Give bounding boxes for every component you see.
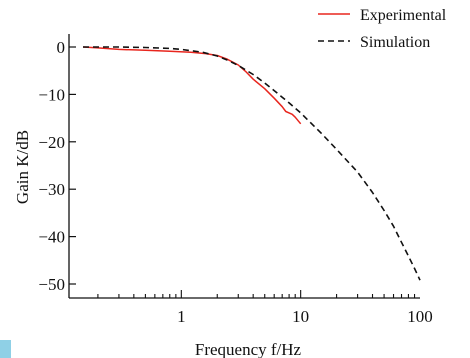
series-group [82, 46, 421, 281]
x-axis-label: Frequency f/Hz [195, 340, 302, 358]
legend-label-experimental: Experimental [360, 7, 447, 24]
series-line-simulation [83, 46, 421, 281]
x-tick-label: 10 [292, 307, 309, 326]
y-tick-label: −20 [38, 133, 65, 152]
y-tick-label: 0 [57, 38, 66, 57]
y-tick-label: −40 [38, 228, 65, 247]
x-tick-label: 100 [407, 307, 433, 326]
legend-label-simulation: Simulation [360, 34, 430, 51]
y-tick-label: −50 [38, 275, 65, 294]
y-tick-label: −10 [38, 85, 65, 104]
y-tick-label: −30 [38, 180, 65, 199]
x-tick-label: 1 [177, 307, 186, 326]
y-axis-label: Gain K/dB [13, 130, 32, 204]
legend: Experimental Simulation [318, 7, 447, 51]
axes: 0 −10 −20 −30 −40 −50 1 10 100 [38, 34, 433, 326]
corner-marker [0, 340, 11, 358]
